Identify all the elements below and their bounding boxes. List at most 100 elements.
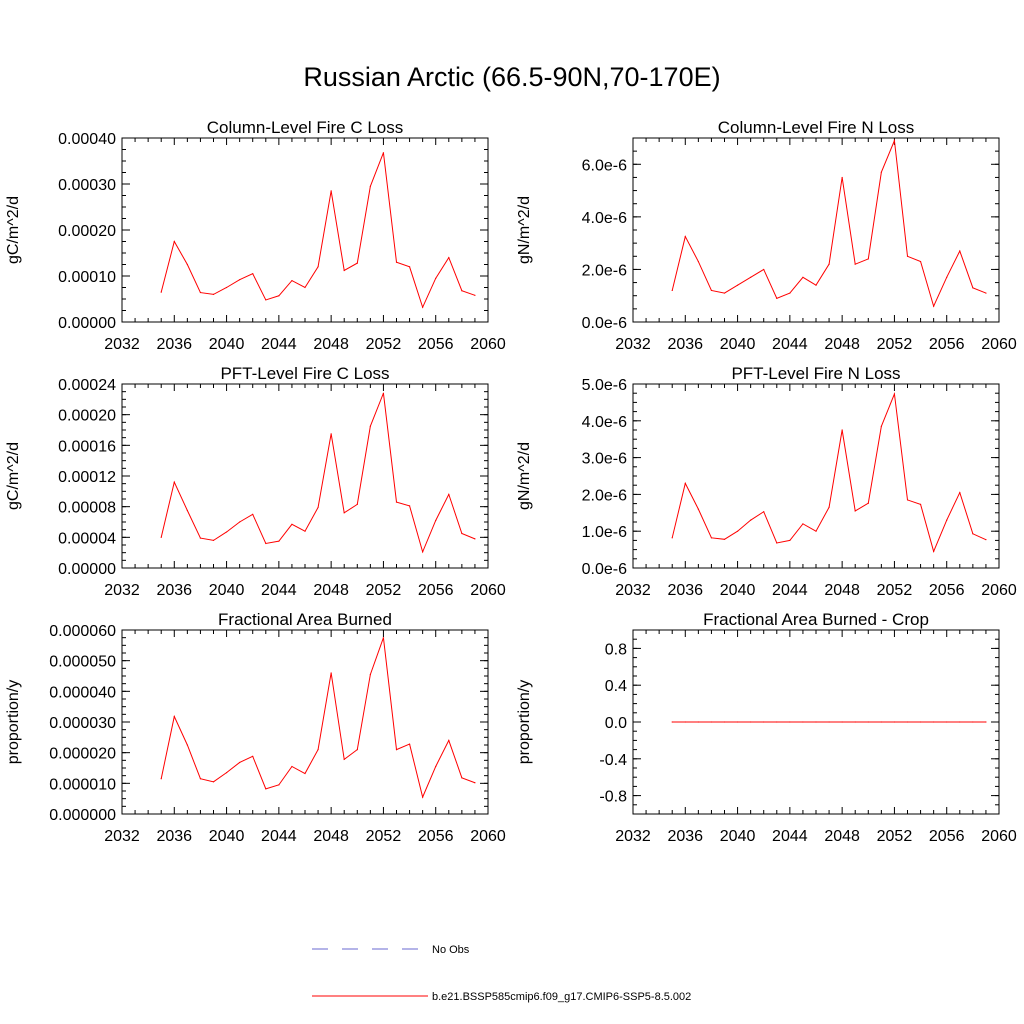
x-tick-label: 2052 <box>877 828 913 845</box>
data-point <box>697 508 699 510</box>
x-tick-label: 2040 <box>720 336 756 353</box>
x-tick-label: 2044 <box>772 828 808 845</box>
data-point <box>684 482 686 484</box>
data-point <box>186 509 188 512</box>
data-point <box>408 505 411 507</box>
data-point <box>199 778 202 780</box>
x-tick-label: 2032 <box>104 582 140 599</box>
data-point <box>343 758 345 761</box>
data-point <box>395 261 398 263</box>
x-tick-label: 2032 <box>615 582 651 599</box>
data-point <box>369 673 371 676</box>
x-tick-label: 2052 <box>366 582 402 599</box>
x-tick-label: 2056 <box>929 828 965 845</box>
y-tick-label: 0.0e-6 <box>582 315 627 332</box>
data-point <box>723 292 726 294</box>
x-tick-label: 2036 <box>667 582 703 599</box>
y-tick-label: 4.0e-6 <box>582 414 627 431</box>
data-point <box>160 778 162 780</box>
chart-title: Fractional Area Burned <box>218 610 392 629</box>
x-tick-label: 2044 <box>261 336 297 353</box>
data-point <box>212 293 215 295</box>
data-point <box>461 290 463 292</box>
data-point <box>408 266 411 268</box>
data-point <box>763 721 765 723</box>
data-point <box>919 260 922 263</box>
data-point <box>252 513 254 515</box>
data-point <box>330 190 332 192</box>
data-point <box>671 537 673 539</box>
data-point <box>723 538 726 540</box>
data-point <box>225 772 228 774</box>
data-point <box>343 269 345 272</box>
data-point <box>710 289 713 292</box>
legend-label-no-obs: No Obs <box>432 944 470 956</box>
data-point <box>448 739 450 742</box>
data-point <box>265 788 267 790</box>
data-point <box>382 392 385 394</box>
x-tick-label: 2056 <box>418 828 454 845</box>
data-point <box>880 425 882 427</box>
data-point <box>278 784 280 786</box>
data-point <box>684 721 686 723</box>
data-point <box>828 506 830 508</box>
data-point <box>933 721 935 723</box>
y-tick-label: 4.0e-6 <box>582 210 627 227</box>
x-tick-label: 2060 <box>981 336 1017 353</box>
x-tick-label: 2032 <box>104 336 140 353</box>
data-point <box>369 425 371 427</box>
data-point <box>239 761 241 764</box>
x-tick-label: 2056 <box>929 582 965 599</box>
y-axis-label: gN/m^2/d <box>516 442 533 510</box>
x-tick-label: 2040 <box>209 582 245 599</box>
chart-panel-6: Fractional Area Burned - Crop 2032 2036 204… <box>516 610 1017 845</box>
data-point <box>160 291 162 293</box>
data-point <box>317 266 319 268</box>
data-point <box>867 258 869 260</box>
y-tick-label: 0.000050 <box>49 654 116 671</box>
x-tick-label: 2036 <box>667 828 703 845</box>
data-point <box>802 276 804 278</box>
data-point <box>395 749 398 751</box>
data-point <box>435 519 437 522</box>
data-point <box>212 781 215 783</box>
y-tick-label: 0.000030 <box>49 715 116 732</box>
data-point <box>919 721 922 723</box>
x-tick-label: 2052 <box>366 828 402 845</box>
data-point <box>186 744 188 746</box>
data-point <box>356 262 358 264</box>
chart-title: PFT-Level Fire C Loss <box>220 364 389 383</box>
series-line-1 <box>160 637 476 799</box>
data-point <box>815 721 817 723</box>
data-point <box>972 721 974 723</box>
data-point <box>330 672 332 674</box>
data-point <box>173 715 175 718</box>
data-point <box>789 292 791 294</box>
x-tick-label: 2060 <box>470 336 506 353</box>
y-tick-label: 0.000060 <box>49 623 116 640</box>
x-tick-label: 2056 <box>929 336 965 353</box>
y-tick-label: 0.0 <box>605 715 627 732</box>
x-tick-label: 2060 <box>981 828 1017 845</box>
data-point <box>291 765 293 768</box>
data-point <box>933 550 935 553</box>
data-point <box>278 295 280 297</box>
data-point <box>435 277 437 279</box>
data-point <box>815 284 817 286</box>
data-point <box>697 721 699 723</box>
data-point <box>186 263 188 266</box>
data-point <box>684 235 686 238</box>
chart-title: Column-Level Fire C Loss <box>207 118 404 137</box>
data-point <box>461 777 463 779</box>
data-point <box>789 721 791 723</box>
y-tick-label: 0.8 <box>605 641 627 658</box>
x-tick-label: 2060 <box>470 828 506 845</box>
data-point <box>867 502 869 504</box>
data-point <box>854 721 856 723</box>
data-point <box>946 721 948 723</box>
data-point <box>854 263 856 265</box>
plot-frame <box>632 137 1000 323</box>
data-point <box>723 721 726 723</box>
y-tick-label: 0.00020 <box>58 408 116 425</box>
